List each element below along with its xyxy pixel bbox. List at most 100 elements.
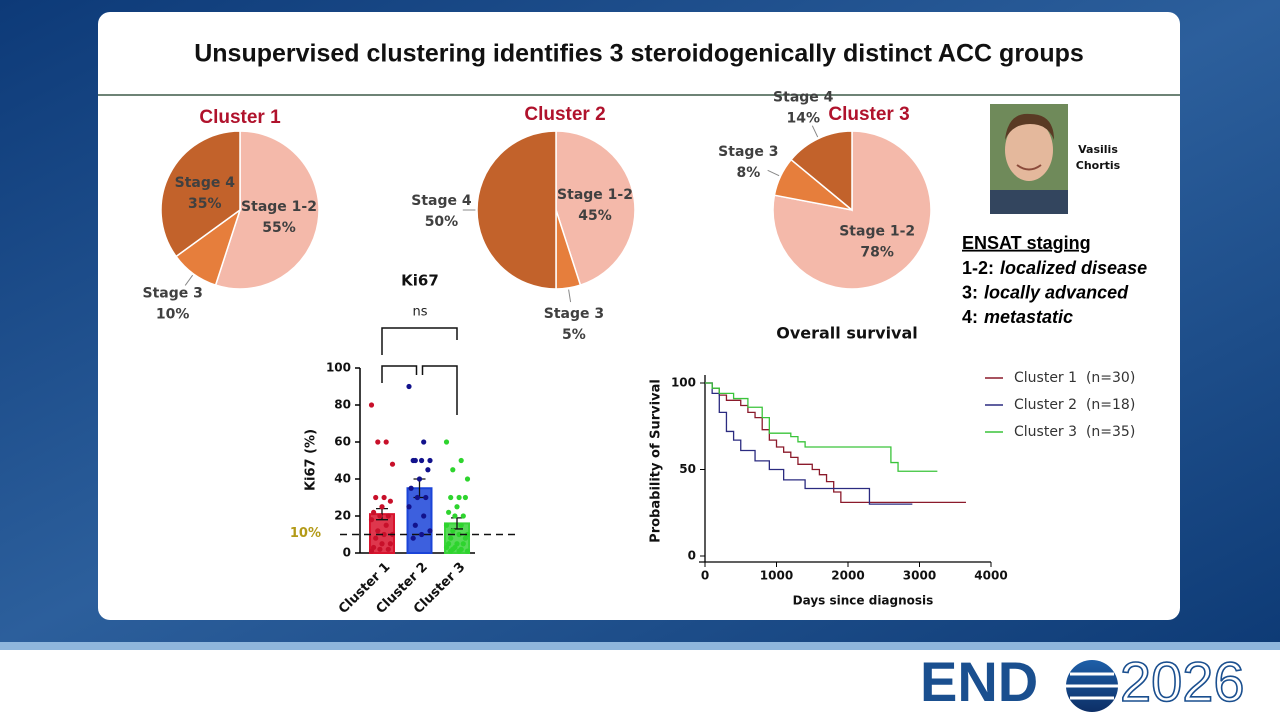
pie-slice [476, 130, 557, 290]
data-point [456, 548, 462, 554]
data-point [416, 476, 423, 482]
pie-label-category: Stage 3 [718, 144, 778, 160]
y-tick-label: 100 [671, 376, 696, 390]
data-point [368, 402, 375, 408]
data-point [385, 513, 391, 519]
y-tick-label: 100 [326, 361, 351, 375]
presenter-photo [990, 104, 1068, 214]
data-point [377, 513, 383, 519]
data-point [450, 528, 456, 534]
x-tick-label: 0 [701, 569, 709, 583]
data-point [458, 457, 464, 464]
presenter-name: Vasilis [1078, 143, 1118, 156]
data-point [371, 509, 377, 515]
data-point [387, 498, 393, 504]
pie-label: Stage 3 10% [142, 286, 202, 323]
data-point [375, 439, 381, 445]
ensat-desc: locally advanced [984, 282, 1129, 302]
x-tick-label: 2000 [831, 569, 864, 583]
ensat-list: 1-2: localized disease 3: locally advanced 4… [962, 258, 1147, 327]
y-tick-label: 80 [334, 398, 351, 412]
logo-right: 2026 [1120, 650, 1245, 713]
pie-title: Cluster 2 [524, 104, 605, 125]
pie-label: Stage 1-2 45% [557, 187, 633, 224]
data-point [448, 548, 454, 554]
x-axis-label: Days since diagnosis [793, 594, 934, 608]
data-point [385, 546, 391, 552]
pie-label: Stage 3 5% [544, 306, 604, 343]
data-point [419, 531, 425, 538]
pie-slice [555, 130, 636, 287]
pie-label-category: Stage 3 [544, 306, 604, 322]
y-tick-label: 0 [343, 546, 351, 560]
pie-leader [184, 274, 194, 286]
pie-leader [767, 169, 780, 177]
data-point [456, 531, 462, 538]
data-point [443, 544, 450, 551]
pie-slice [160, 130, 241, 258]
pie-label: Stage 4 50% [411, 193, 472, 230]
footer-band [0, 642, 1280, 650]
pie-label: Stage 4 35% [175, 175, 236, 212]
data-point [373, 535, 379, 541]
pie-label-value: 8% [736, 165, 760, 181]
data-point [448, 494, 454, 501]
data-point [410, 535, 416, 541]
pie-label-category: Stage 4 [411, 193, 472, 209]
pie-label-value: 78% [860, 244, 894, 260]
y-axis-label: Ki67 (%) [304, 429, 319, 491]
pie-slice [790, 130, 853, 212]
pie-title: Cluster 3 [828, 104, 909, 125]
logo-left: END [920, 650, 1038, 713]
pie-label-value: 5% [562, 327, 586, 343]
survival-line [705, 382, 938, 472]
pie-slice [772, 130, 932, 290]
data-point [464, 476, 471, 482]
data-point [383, 439, 389, 445]
ensat-line: 4: metastatic [962, 307, 1073, 327]
pie-leader [568, 289, 572, 303]
data-point [443, 522, 450, 528]
significance-bracket [381, 327, 458, 415]
ensat-term: 3: [962, 282, 978, 302]
data-point [421, 513, 427, 519]
presenter-name: Chortis [1076, 159, 1121, 172]
data-point [368, 517, 375, 523]
data-point [448, 535, 454, 541]
pie-label-category: Stage 1-2 [241, 199, 317, 215]
data-point [427, 457, 433, 464]
data-point [375, 528, 381, 534]
chart-title: Overall survival [776, 324, 918, 343]
data-point [419, 457, 425, 464]
x-tick-label: 1000 [760, 569, 793, 583]
ensat-term: 1-2: [962, 258, 994, 278]
significance-label: ns [412, 305, 427, 320]
data-point [368, 548, 375, 554]
pie-label: Stage 1-2 55% [241, 199, 317, 236]
pie-label-value: 50% [425, 214, 459, 230]
y-tick-label: 20 [334, 509, 351, 523]
pie-label-category: Stage 1-2 [839, 223, 915, 239]
data-point [443, 439, 450, 445]
pie-label-category: Stage 3 [142, 286, 202, 302]
pie-label-value: 45% [578, 208, 612, 224]
data-point [412, 522, 418, 528]
data-point [452, 513, 458, 519]
data-point [406, 504, 412, 510]
y-tick-label: 40 [334, 472, 351, 486]
pie-label-category: Stage 4 [773, 89, 834, 105]
slide-title: Unsupervised clustering identifies 3 ste… [194, 40, 1084, 68]
pie-title: Cluster 1 [199, 107, 281, 128]
data-point [462, 535, 468, 541]
data-point [446, 509, 452, 515]
ensat-line: 3: locally advanced [962, 282, 1129, 302]
data-point [464, 548, 471, 554]
data-point [379, 504, 385, 510]
y-tick-label: 0 [688, 549, 696, 563]
data-point [381, 531, 387, 538]
data-point [414, 494, 420, 501]
pie-label: Stage 3 8% [718, 144, 778, 181]
data-point [456, 494, 462, 501]
ensat-desc: metastatic [984, 307, 1073, 327]
